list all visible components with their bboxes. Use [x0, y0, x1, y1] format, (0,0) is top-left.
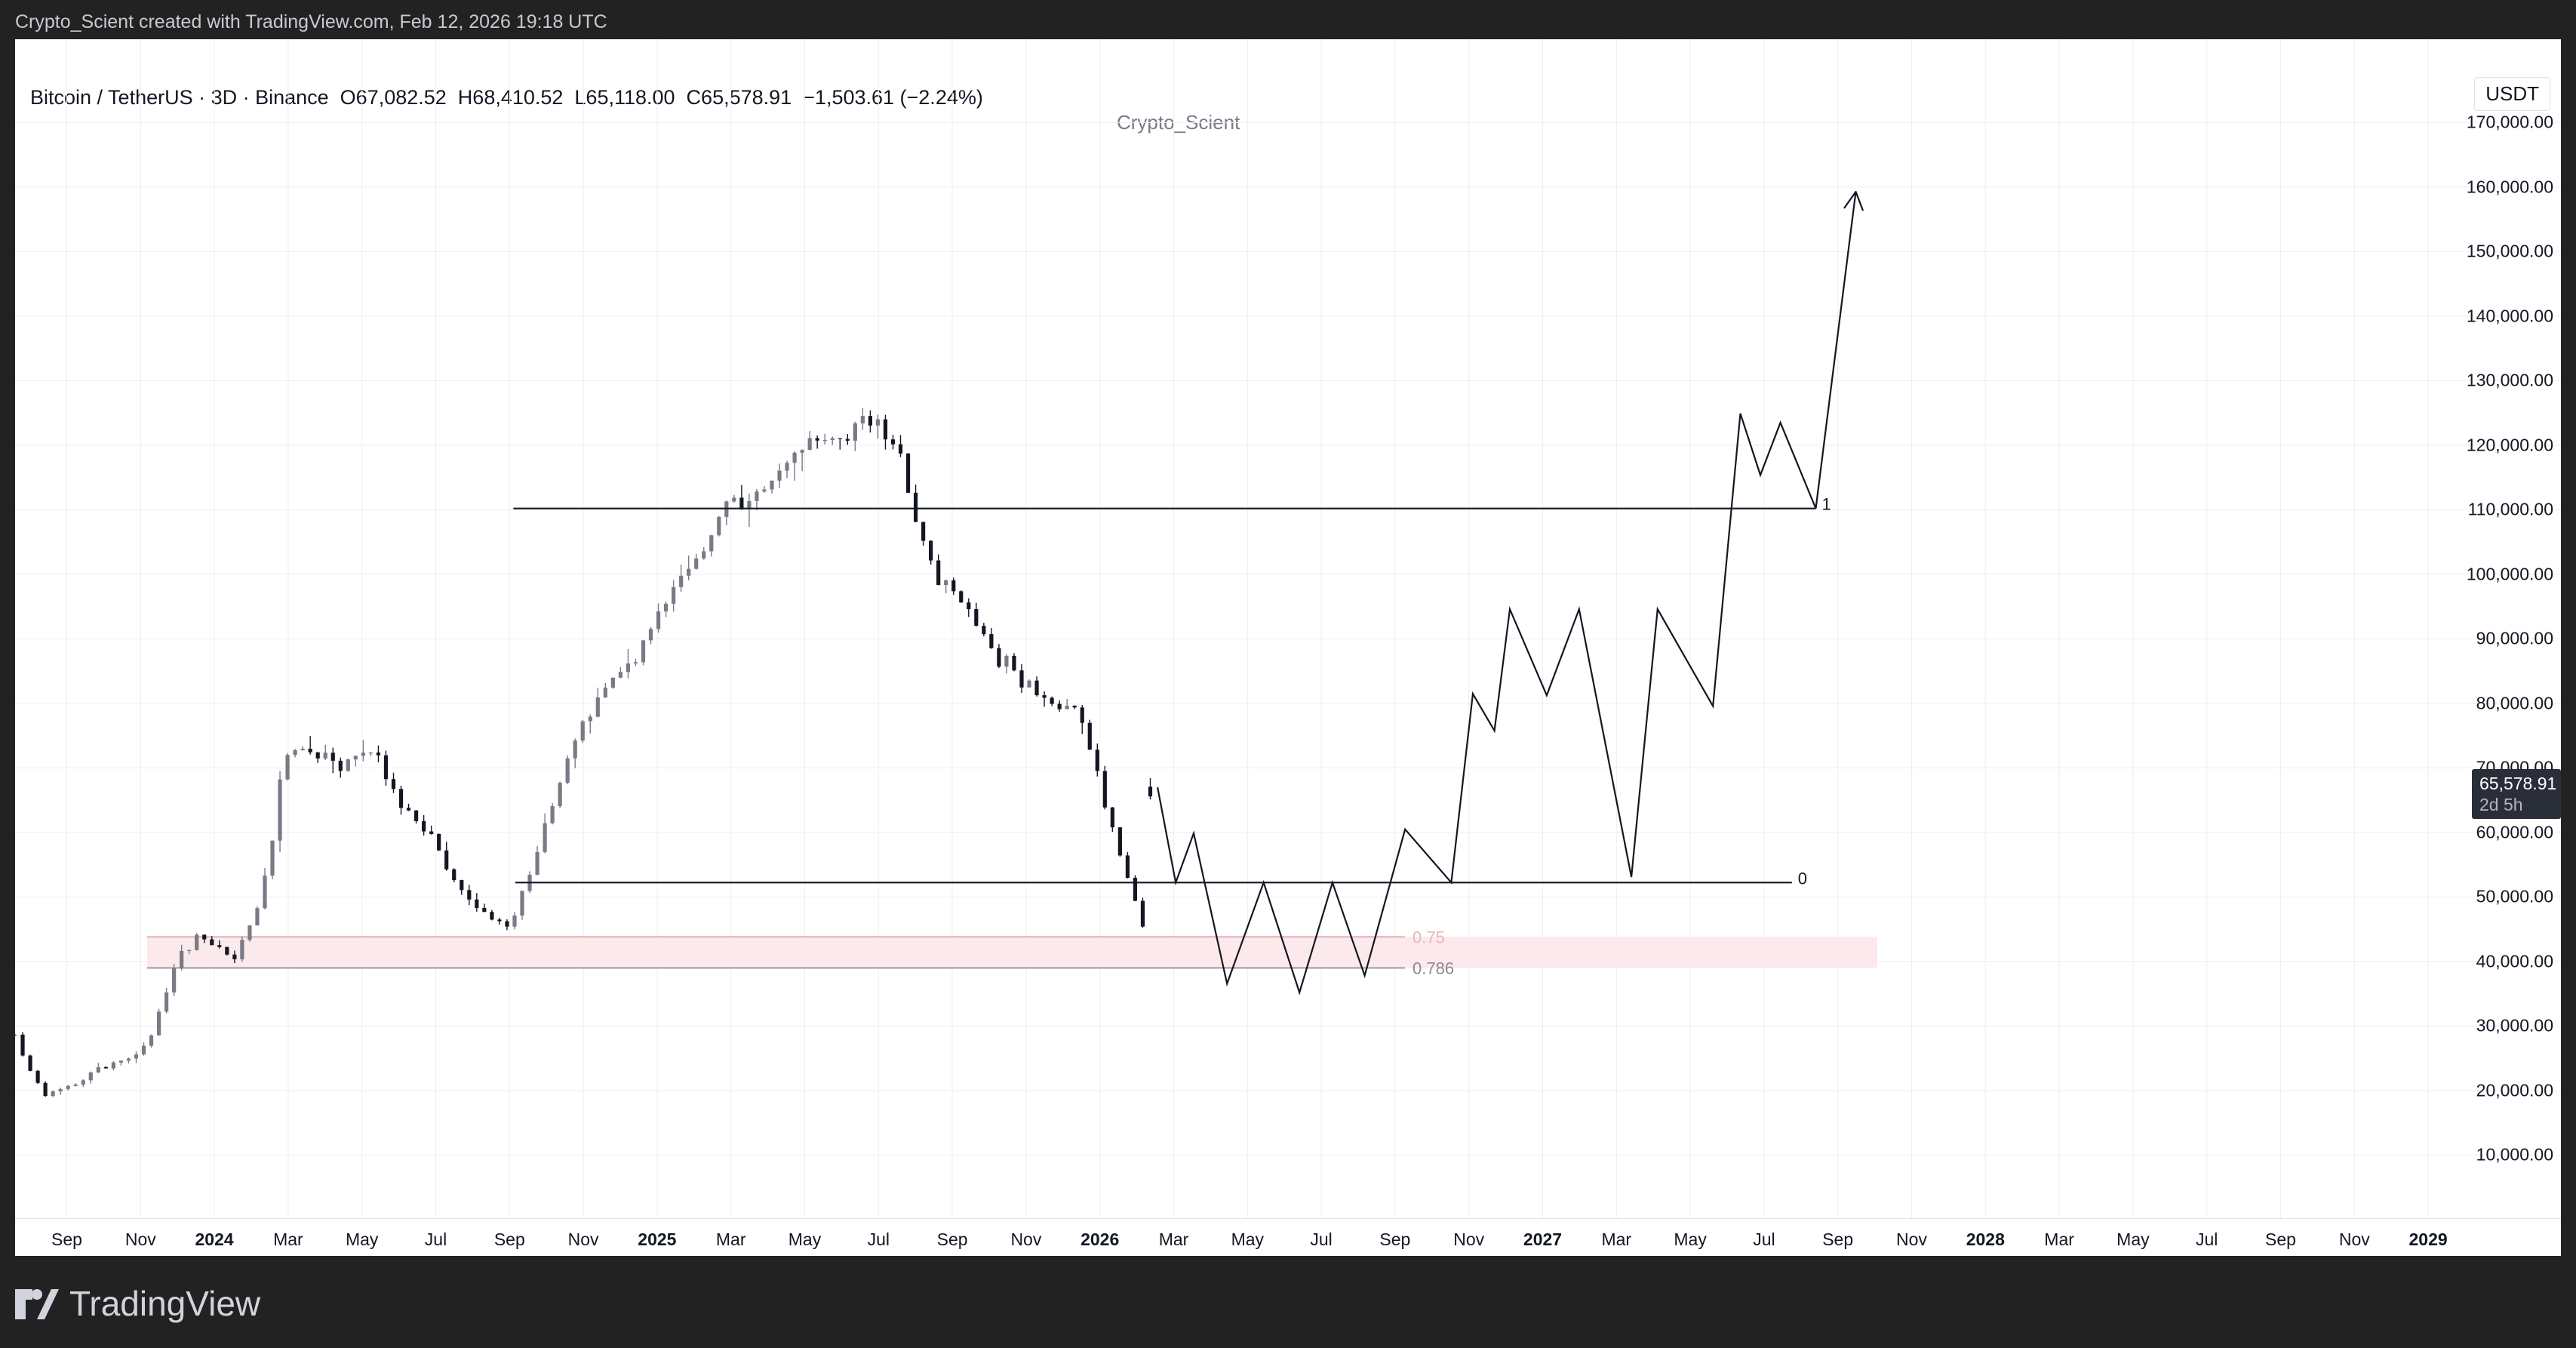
svg-text:0.786: 0.786 — [1412, 959, 1454, 978]
svg-text:0: 0 — [1798, 869, 1807, 888]
svg-text:1: 1 — [1822, 495, 1831, 514]
svg-text:0.75: 0.75 — [1412, 928, 1445, 946]
